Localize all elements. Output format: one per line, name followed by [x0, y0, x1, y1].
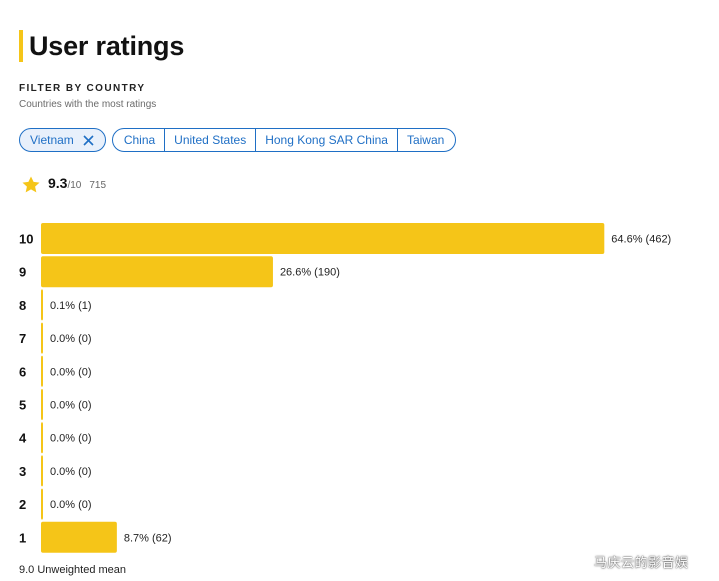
watermark: 马庆云的影音娱 [594, 555, 689, 570]
rating-bar-value-label: 26.6% (190) [280, 267, 340, 279]
rating-category-label: 5 [19, 398, 26, 413]
rating-category-label: 2 [19, 497, 26, 512]
chip-united-states[interactable]: United States [164, 129, 255, 151]
rating-category-label: 3 [19, 464, 26, 479]
rating-score: 9.3 [48, 175, 68, 191]
rating-bar-value-label: 0.0% (0) [50, 400, 92, 412]
rating-bar [41, 289, 43, 321]
close-icon[interactable] [82, 134, 95, 147]
rating-bar [41, 455, 43, 487]
rating-bar-value-label: 0.1% (1) [50, 300, 92, 312]
rating-bar-value-label: 0.0% (0) [50, 366, 92, 378]
rating-category-label: 6 [19, 364, 26, 379]
rating-bar [41, 322, 43, 354]
rating-bar-value-label: 0.0% (0) [50, 333, 92, 345]
star-icon [22, 176, 40, 193]
chip-hong-kong[interactable]: Hong Kong SAR China [255, 129, 397, 151]
rating-bar [41, 256, 273, 288]
rating-bar [41, 355, 43, 387]
rating-category-label: 8 [19, 298, 26, 313]
rating-bar [41, 223, 605, 254]
rating-bar [41, 422, 43, 454]
rating-bar-value-label: 0.0% (0) [50, 433, 92, 445]
chip-active-country[interactable]: Vietnam [19, 128, 106, 152]
rating-bar-value-label: 64.6% (462) [611, 234, 671, 246]
rating-category-label: 1 [19, 530, 26, 545]
title-accent-bar [19, 30, 23, 62]
filter-sublabel: Countries with the most ratings [19, 99, 157, 110]
rating-count: 715 [89, 180, 107, 191]
rating-category-label: 10 [19, 232, 33, 247]
rating-bar-value-label: 0.0% (0) [50, 466, 92, 478]
rating-max: /10 [67, 180, 82, 191]
rating-bar [41, 521, 117, 553]
chip-taiwan[interactable]: Taiwan [396, 129, 455, 151]
country-chip-group: China United States Hong Kong SAR China … [111, 128, 457, 152]
rating-bar [41, 389, 43, 420]
page-title-wrap: User ratings [19, 30, 184, 62]
chip-active-label: Vietnam [30, 133, 74, 147]
rating-category-label: 4 [19, 431, 27, 446]
page-title: User ratings [29, 30, 185, 61]
rating-category-label: 7 [19, 331, 26, 346]
rating-summary: 9.3 /10 715 [21, 175, 106, 195]
rating-bar-value-label: 0.0% (0) [50, 499, 92, 511]
unweighted-mean: 9.0 Unweighted mean [19, 564, 127, 576]
rating-category-label: 9 [19, 265, 26, 280]
rating-bar-value-label: 8.7% (62) [124, 532, 172, 544]
chip-china[interactable]: China [123, 133, 156, 147]
country-filter-chips: Vietnam China United States Hong Kong SA… [19, 128, 457, 152]
rating-bar [41, 488, 43, 520]
filter-label: FILTER BY COUNTRY [19, 83, 146, 94]
